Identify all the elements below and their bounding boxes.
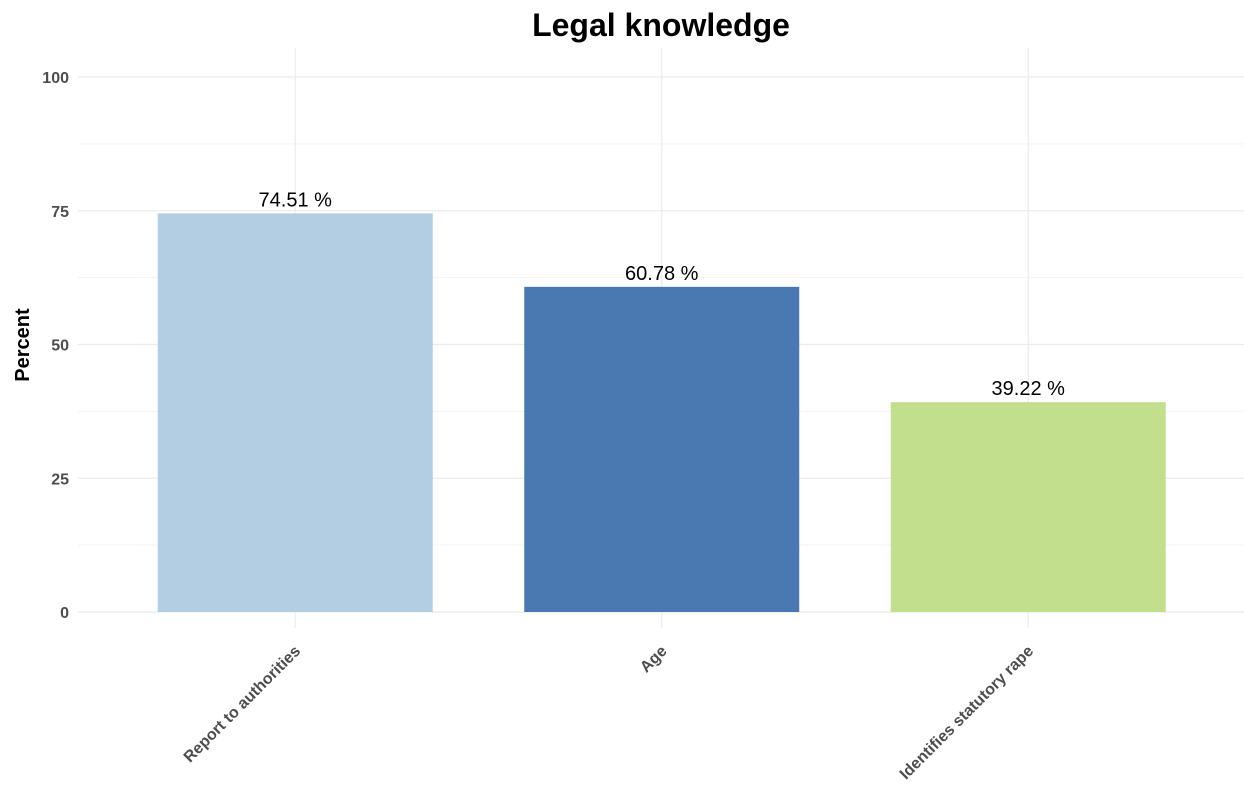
x-tick-label: Age [637,643,670,676]
y-axis-ticks: 0 25 50 75 100 [42,70,69,622]
data-labels: 74.51 % 60.78 % 39.22 % [259,189,1066,400]
x-axis-ticks: Report to authorities Age Identifies statu… [181,643,1037,783]
y-tick-label: 75 [51,204,69,221]
bar [157,213,433,612]
y-tick-label: 25 [51,471,69,488]
x-tick-label: Identifies statutory rape [897,643,1037,783]
bar [890,402,1166,612]
bar [524,286,800,612]
y-tick-label: 50 [51,338,69,355]
x-tick-label: Report to authorities [181,643,304,766]
bars [157,213,1166,612]
data-label: 39.22 % [992,378,1066,400]
y-tick-label: 100 [42,70,69,87]
data-label: 60.78 % [625,263,699,285]
y-axis-label: Percent [12,308,34,382]
chart-title: Legal knowledge [532,7,790,43]
y-tick-label: 0 [60,605,69,622]
data-label: 74.51 % [259,189,333,211]
